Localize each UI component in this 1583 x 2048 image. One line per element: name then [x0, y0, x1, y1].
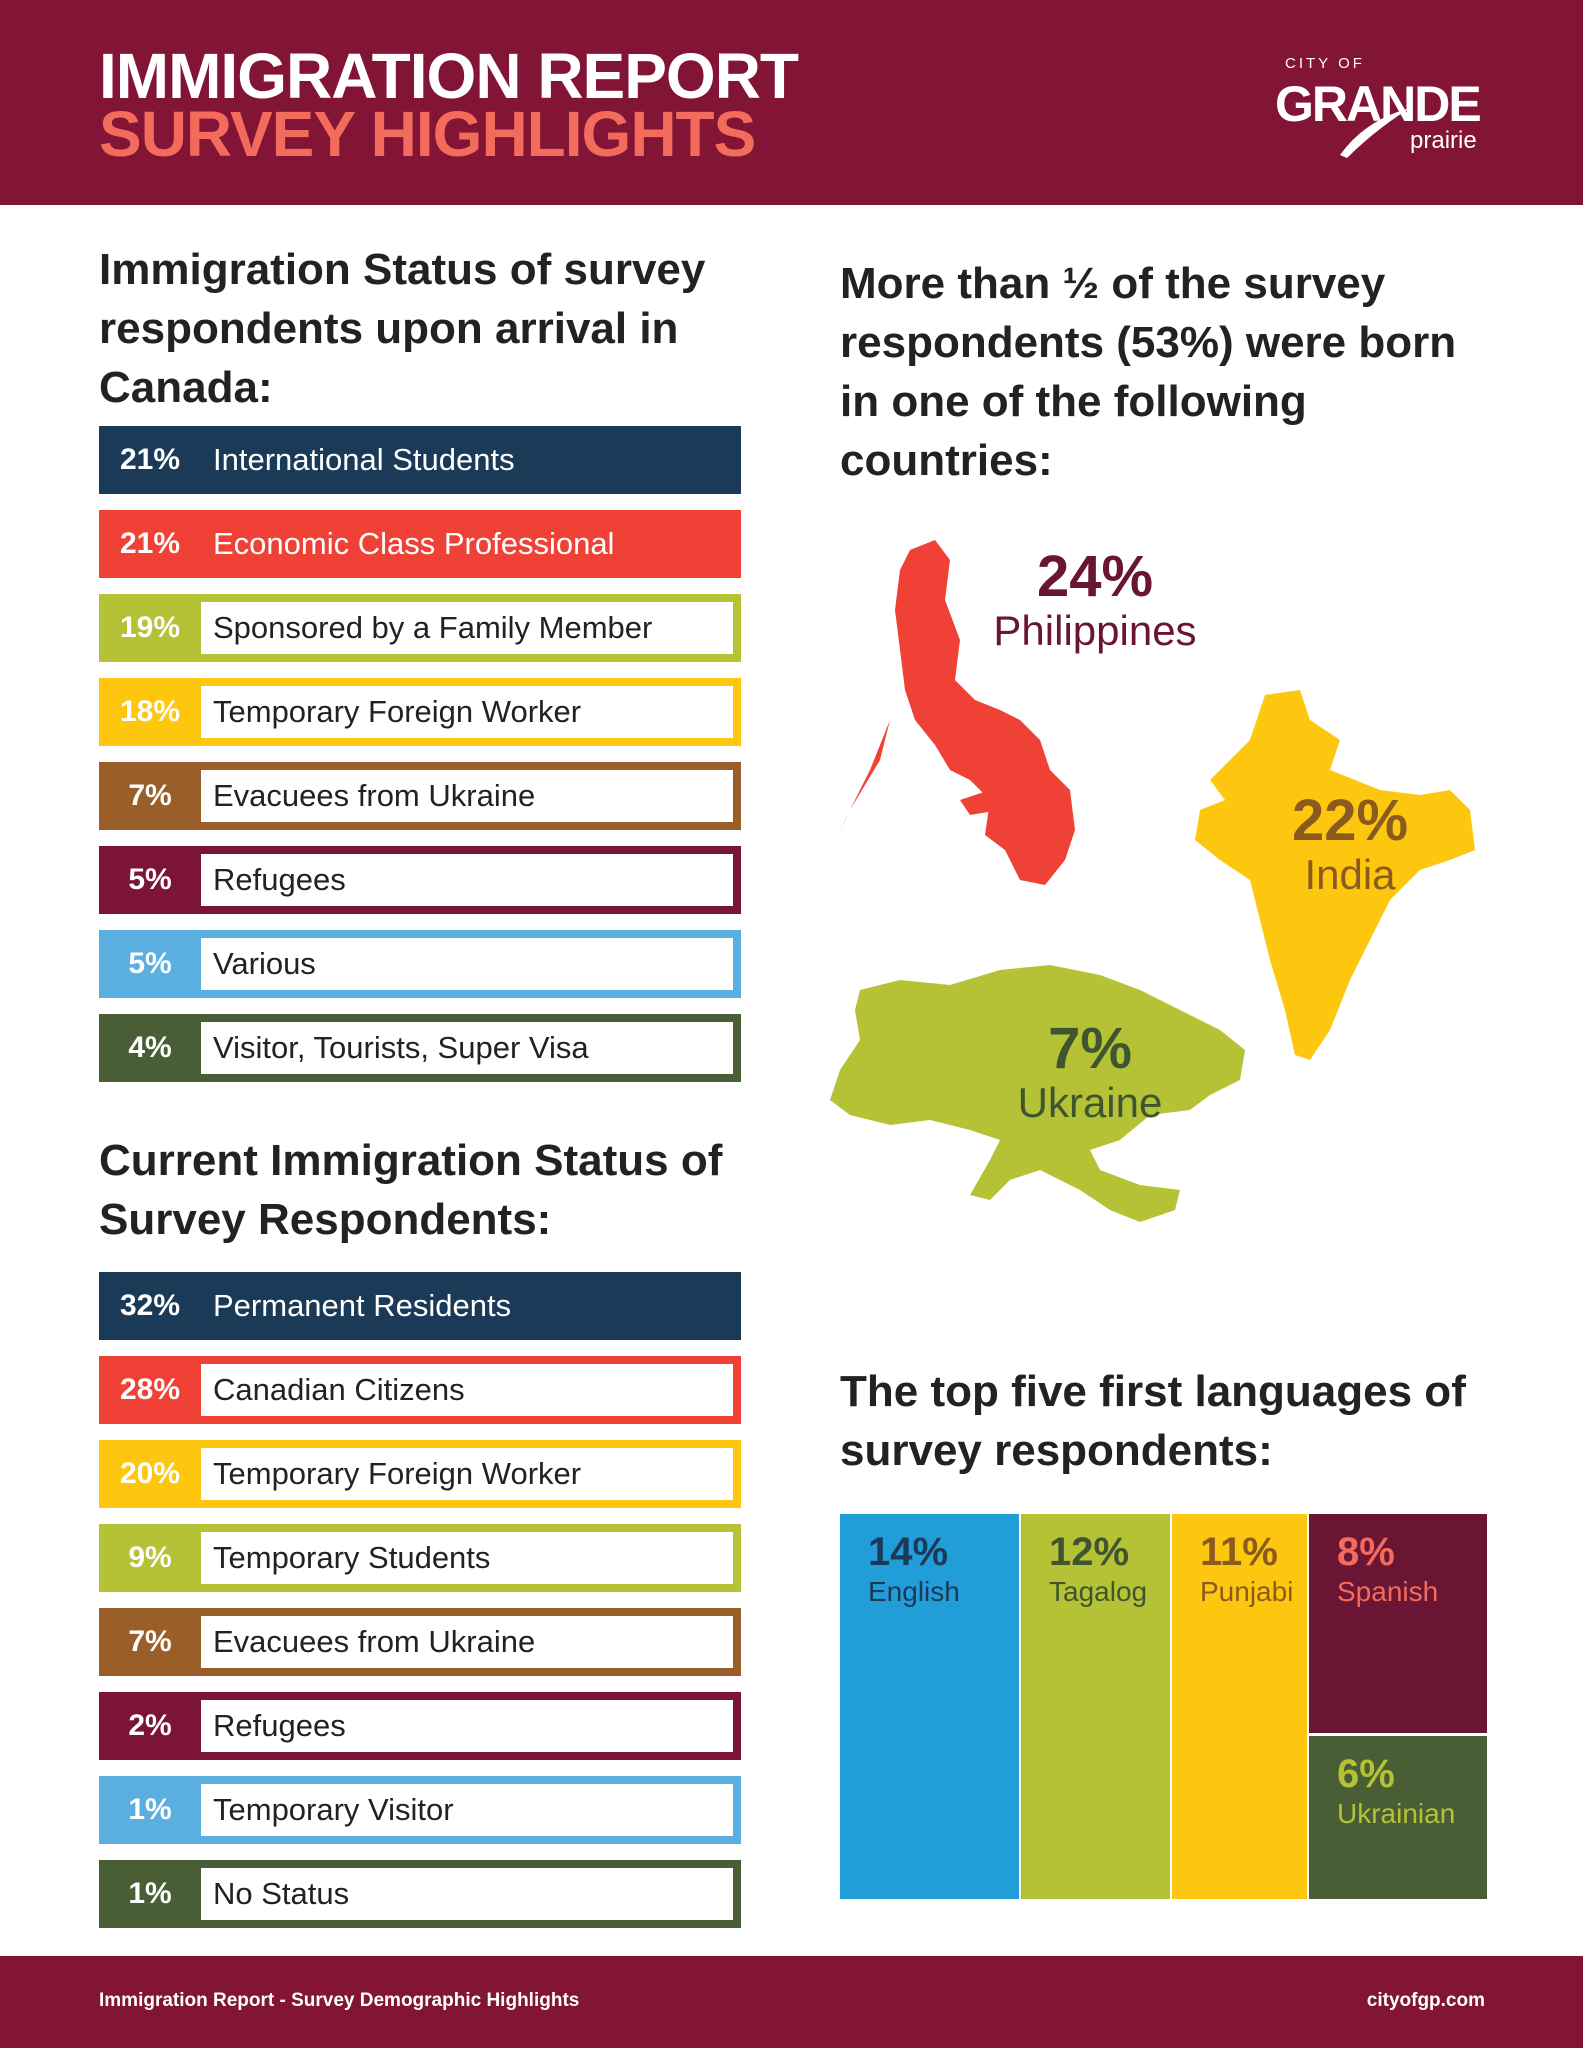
- ukraine-map-icon: [830, 965, 1245, 1222]
- current-heading: Current Immigration Status of Survey Res…: [99, 1136, 723, 1244]
- ukraine-name: Ukraine: [1017, 1079, 1163, 1126]
- status-bar: 21% International Students: [99, 426, 741, 494]
- status-bar: 5% Various: [99, 930, 741, 998]
- footer-title: Immigration Report - Survey Demographic …: [99, 1990, 580, 2011]
- language-cell: 11% Punjabi: [1172, 1514, 1307, 1899]
- language-cell: 6% Ukrainian: [1309, 1736, 1487, 1899]
- language-pct: 12%: [1049, 1530, 1130, 1574]
- language-pct: 14%: [868, 1530, 949, 1574]
- language-name: Punjabi: [1200, 1576, 1294, 1607]
- status-bar: 2% Refugees: [99, 1692, 741, 1760]
- languages-heading: The top five first languages of survey r…: [840, 1367, 1466, 1475]
- status-label: Temporary Foreign Worker: [201, 686, 733, 738]
- status-percent: 5%: [128, 863, 172, 896]
- header: IMMIGRATION REPORT SURVEY HIGHLIGHTS CIT…: [0, 0, 1583, 205]
- status-bar: 7% Evacuees from Ukraine: [99, 1608, 741, 1676]
- status-label: Temporary Students: [201, 1532, 733, 1584]
- india-pct: 22%: [1291, 788, 1409, 853]
- status-percent: 1%: [128, 1793, 172, 1826]
- status-label: Temporary Foreign Worker: [201, 1448, 733, 1500]
- status-label: Refugees: [201, 1700, 733, 1752]
- footer-link[interactable]: cityofgp.com: [1366, 1990, 1485, 2011]
- arrival-heading: Immigration Status of survey respondents…: [99, 245, 706, 412]
- status-bar: 32% Permanent Residents: [99, 1272, 741, 1340]
- status-percent: 32%: [119, 1289, 181, 1322]
- status-percent: 21%: [119, 443, 181, 476]
- logo-prairie: prairie: [1410, 127, 1477, 154]
- status-bar: 1% No Status: [99, 1860, 741, 1928]
- india-name: India: [1304, 851, 1396, 898]
- status-percent: 18%: [119, 695, 181, 728]
- title-line1: IMMIGRATION REPORT: [99, 40, 799, 112]
- language-cell: 12% Tagalog: [1021, 1514, 1170, 1899]
- status-percent: 5%: [128, 947, 172, 980]
- india-label: 22% India: [1270, 792, 1430, 896]
- status-bar: 4% Visitor, Tourists, Super Visa: [99, 1014, 741, 1082]
- status-percent: 21%: [119, 527, 181, 560]
- india-map-icon: [1195, 690, 1475, 1060]
- status-label: Canadian Citizens: [201, 1364, 733, 1416]
- language-name: English: [868, 1576, 960, 1607]
- status-bar: 1% Temporary Visitor: [99, 1776, 741, 1844]
- status-label: International Students: [213, 442, 515, 477]
- ukraine-pct: 7%: [1048, 1016, 1132, 1081]
- status-label: No Status: [201, 1868, 733, 1920]
- footer: Immigration Report - Survey Demographic …: [0, 1956, 1583, 2048]
- status-bar: 7% Evacuees from Ukraine: [99, 762, 741, 830]
- language-name: Tagalog: [1049, 1576, 1148, 1607]
- status-label: Temporary Visitor: [201, 1784, 733, 1836]
- status-percent: 19%: [119, 611, 181, 644]
- status-label: Evacuees from Ukraine: [201, 770, 733, 822]
- language-cell: 14% English: [840, 1514, 1019, 1899]
- language-pct: 11%: [1200, 1530, 1278, 1574]
- status-percent: 4%: [128, 1031, 172, 1064]
- philippines-name: Philippines: [993, 607, 1197, 654]
- philippines-map-icon: [838, 540, 1075, 885]
- status-label: Sponsored by a Family Member: [201, 602, 733, 654]
- status-bar: 21% Economic Class Professional: [99, 510, 741, 578]
- status-label: Refugees: [201, 854, 733, 906]
- status-label: Visitor, Tourists, Super Visa: [201, 1022, 733, 1074]
- language-name: Spanish: [1337, 1576, 1439, 1607]
- ukraine-label: 7% Ukraine: [1000, 1020, 1180, 1124]
- city-logo: CITY OF GRANDE prairie: [1275, 55, 1495, 165]
- language-pct: 6%: [1337, 1752, 1395, 1796]
- status-percent: 9%: [128, 1541, 172, 1574]
- status-bar: 19% Sponsored by a Family Member: [99, 594, 741, 662]
- status-bar: 28% Canadian Citizens: [99, 1356, 741, 1424]
- status-bar: 5% Refugees: [99, 846, 741, 914]
- language-pct: 8%: [1337, 1530, 1395, 1574]
- language-cell: 8% Spanish: [1309, 1514, 1487, 1733]
- status-percent: 7%: [128, 779, 172, 812]
- title-line2: SURVEY HIGHLIGHTS: [99, 98, 756, 170]
- status-bar: 9% Temporary Students: [99, 1524, 741, 1592]
- countries-heading: More than ½ of the survey respondents (5…: [840, 259, 1457, 485]
- logo-swoosh-icon: [1340, 108, 1410, 158]
- philippines-label: 24% Philippines: [975, 548, 1215, 652]
- status-label: Evacuees from Ukraine: [201, 1616, 733, 1668]
- status-percent: 1%: [128, 1877, 172, 1910]
- status-percent: 7%: [128, 1625, 172, 1658]
- status-label: Various: [201, 938, 733, 990]
- status-label: Permanent Residents: [213, 1288, 512, 1323]
- status-percent: 20%: [119, 1457, 181, 1490]
- status-bar: 20% Temporary Foreign Worker: [99, 1440, 741, 1508]
- status-bar: 18% Temporary Foreign Worker: [99, 678, 741, 746]
- language-name: Ukrainian: [1337, 1798, 1456, 1829]
- logo-city-of: CITY OF: [1285, 55, 1365, 72]
- philippines-pct: 24%: [1036, 544, 1154, 609]
- status-label: Economic Class Professional: [213, 526, 615, 561]
- status-percent: 28%: [119, 1373, 181, 1406]
- status-percent: 2%: [128, 1709, 172, 1742]
